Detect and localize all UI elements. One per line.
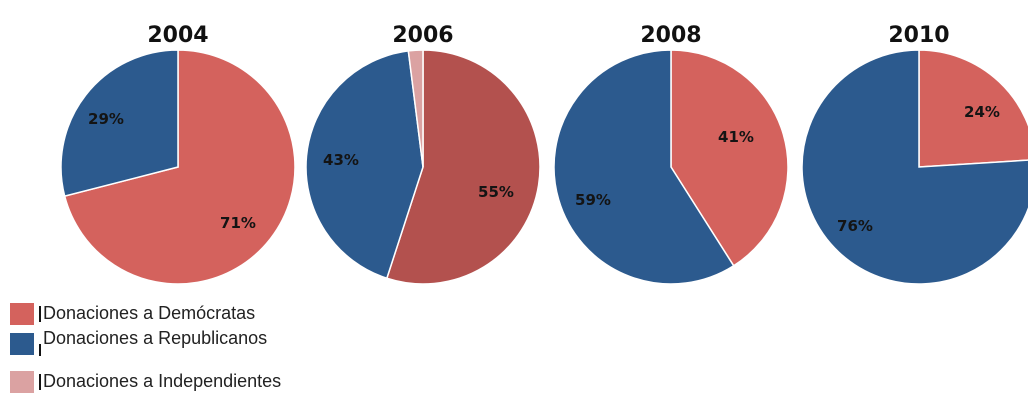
pie-slice (553, 49, 735, 285)
chart-title: 2010 (888, 23, 949, 48)
slice-data-label: 55% (478, 183, 514, 201)
legend-item-independientes: Donaciones a Independientes (10, 368, 430, 396)
pie-slice (407, 49, 424, 168)
slice-data-label: 59% (575, 191, 611, 209)
slice-data-label: 76% (837, 217, 873, 235)
pie-slice (63, 49, 296, 285)
pie-slice (918, 49, 1028, 168)
legend-tick (39, 374, 41, 390)
slice-data-label: 29% (88, 110, 124, 128)
chart-title: 2006 (392, 23, 453, 48)
legend-tick (39, 344, 41, 356)
legend-swatch-independientes (10, 371, 34, 393)
pie-slice (305, 50, 424, 280)
pie-slice (385, 49, 541, 285)
pie-slice (801, 49, 1028, 285)
pie-chart-2008: 2008 41% 59% (553, 23, 789, 285)
legend-swatch-republicanos (10, 333, 34, 355)
legend-item-democratas: Donaciones a Demócratas (10, 300, 430, 328)
pie-slice (60, 49, 179, 198)
legend-label-democratas: Donaciones a Demócratas (43, 303, 256, 323)
legend-item-republicanos: Donaciones a Republicanos (10, 328, 430, 358)
slice-data-label: 24% (964, 103, 1000, 121)
pie-chart-2004: 2004 71% 29% (60, 23, 296, 285)
chart-title: 2004 (147, 23, 208, 48)
legend-label-independientes: Donaciones a Independientes (43, 371, 282, 391)
pie-chart-2010: 2010 24% 76% (801, 23, 1028, 285)
legend-label-republicanos: Donaciones a Republicanos (43, 328, 268, 348)
slice-data-label: 71% (220, 214, 256, 232)
legend-swatch-democratas (10, 303, 34, 325)
chart-title: 2008 (640, 23, 701, 48)
pie-charts: 2004 71% 29% 2006 55% 43% 2008 41% 59% 2010 24% 76% (60, 23, 1028, 285)
slice-data-label: 43% (323, 151, 359, 169)
pie-chart-2006: 2006 55% 43% (305, 23, 541, 285)
slice-data-label: 41% (718, 128, 754, 146)
legend-tick (39, 306, 41, 322)
